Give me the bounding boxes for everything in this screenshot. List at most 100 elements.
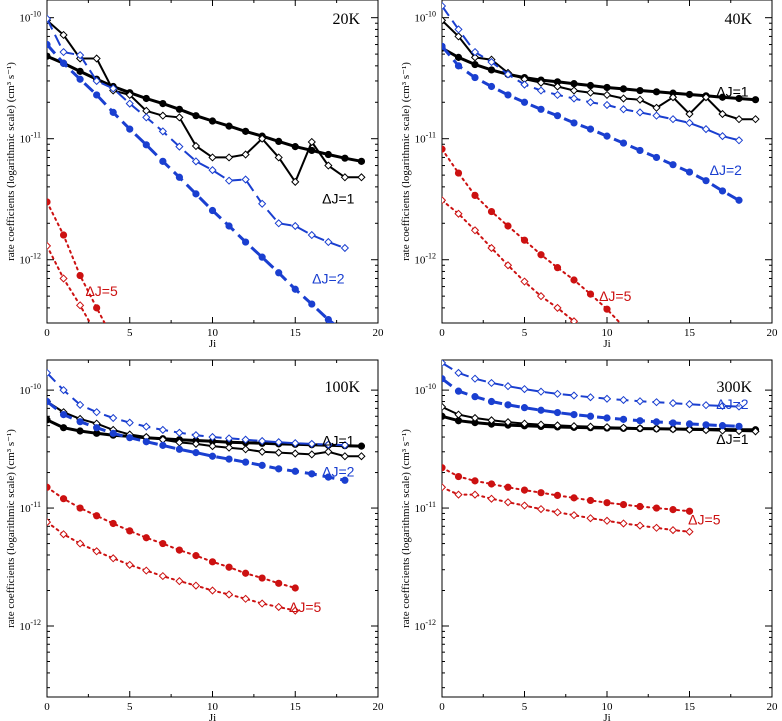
data-point [442,402,447,412]
x-tick-label: 0 [44,327,50,339]
data-point [159,157,167,165]
x-tick-label: 0 [439,701,445,713]
data-point [291,221,300,231]
data-point [192,112,200,120]
y-tick-label: 10-11 [20,500,41,515]
data-point [635,108,645,117]
series-line [47,19,362,184]
data-point [701,125,711,134]
data-point [586,98,595,107]
data-point [487,57,496,67]
data-point [76,67,84,75]
data-point [503,418,513,427]
data-point [59,530,68,539]
data-point [241,175,250,184]
series-group [47,368,366,615]
x-tick-label: 20 [767,327,779,339]
data-point [307,137,316,147]
series-annotation: ΔJ=2 [710,162,743,178]
data-point [537,406,545,414]
data-point [735,422,743,430]
data-point [125,90,134,100]
data-point [191,431,201,440]
data-point [470,47,480,57]
data-point [191,581,201,590]
series-group [442,1,760,323]
data-point [47,241,52,251]
series-annotation: ΔJ=5 [85,283,118,299]
data-point [258,199,267,208]
data-point [76,271,84,280]
data-point [569,317,579,323]
data-point [503,261,513,270]
y-tick-label: 10-11 [415,131,436,146]
data-point [442,1,447,11]
data-point [520,98,529,106]
data-point [442,464,446,472]
y-tick-label: 10-10 [19,382,41,397]
data-point [602,90,612,100]
x-tick-label: 10 [207,327,219,339]
data-point [158,571,167,581]
data-point [586,88,595,97]
data-point [603,499,611,507]
data-point [75,51,85,60]
data-point [208,206,217,215]
data-point [258,574,266,582]
data-point [224,590,234,599]
data-point [668,115,678,124]
data-point [570,494,578,502]
series-group [442,360,760,536]
data-point [603,414,611,422]
series-annotation: ΔJ=5 [289,599,322,615]
x-tick-label: 15 [684,701,696,713]
data-point [208,558,217,566]
data-point [142,438,150,446]
data-point [553,408,562,417]
data-point [109,108,117,116]
data-point [47,397,51,406]
data-point [47,198,51,206]
x-axis-label: Ji [209,338,216,350]
y-tick-label: 10-12 [414,252,436,267]
data-point [225,222,233,230]
data-point [208,586,217,595]
data-point [636,146,644,155]
data-point [454,209,463,218]
data-point [93,331,100,338]
data-point [636,502,644,511]
data-point [570,410,578,419]
y-axis-label: rate coefficients (logarithmic scale) (c… [5,429,17,628]
data-point [735,196,743,204]
y-tick-label: 10-11 [415,500,436,515]
data-point [341,476,349,484]
data-point [652,424,661,433]
data-point [586,496,595,505]
data-point [142,534,150,542]
data-point [109,413,118,423]
data-point [718,422,727,430]
series-line [442,5,740,142]
data-point [208,166,217,175]
data-point [191,141,201,151]
data-point [668,93,678,102]
data-point [504,91,512,99]
data-point [125,99,134,108]
data-point [442,42,446,50]
data-point [619,395,628,405]
data-point [291,467,299,475]
data-point [487,207,496,216]
data-point [487,378,496,388]
data-point [442,375,446,383]
data-point [357,442,366,450]
data-point [586,290,595,298]
data-point [241,445,250,454]
data-point [520,486,529,494]
data-point [520,404,529,412]
data-point [685,400,694,409]
x-tick-label: 15 [290,327,302,339]
data-point [324,440,333,449]
data-point [537,489,545,497]
data-point [208,432,217,442]
